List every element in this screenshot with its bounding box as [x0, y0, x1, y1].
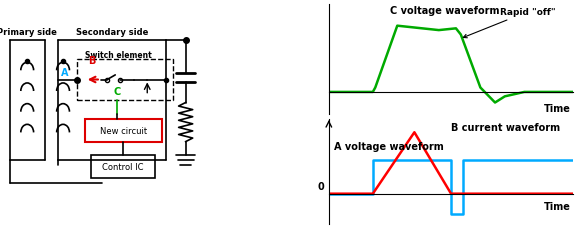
Text: Control IC: Control IC — [102, 163, 144, 172]
Bar — [91, 156, 155, 179]
Bar — [85, 119, 162, 142]
Bar — [77, 60, 173, 101]
Text: A voltage waveform: A voltage waveform — [333, 142, 443, 152]
Text: A: A — [61, 68, 69, 78]
Text: Switch element: Switch element — [85, 50, 152, 59]
Text: Primary side: Primary side — [0, 28, 57, 37]
Text: B: B — [88, 56, 95, 66]
Text: C voltage waveform: C voltage waveform — [390, 6, 499, 16]
Text: Secondary side: Secondary side — [76, 28, 148, 37]
Text: Time: Time — [544, 103, 571, 113]
Text: Rapid "off": Rapid "off" — [463, 8, 556, 39]
Text: B current waveform: B current waveform — [451, 123, 560, 132]
Text: Time: Time — [544, 201, 571, 211]
Text: C: C — [113, 87, 121, 97]
Text: New circuit: New circuit — [100, 126, 147, 135]
Text: 0: 0 — [317, 181, 324, 191]
